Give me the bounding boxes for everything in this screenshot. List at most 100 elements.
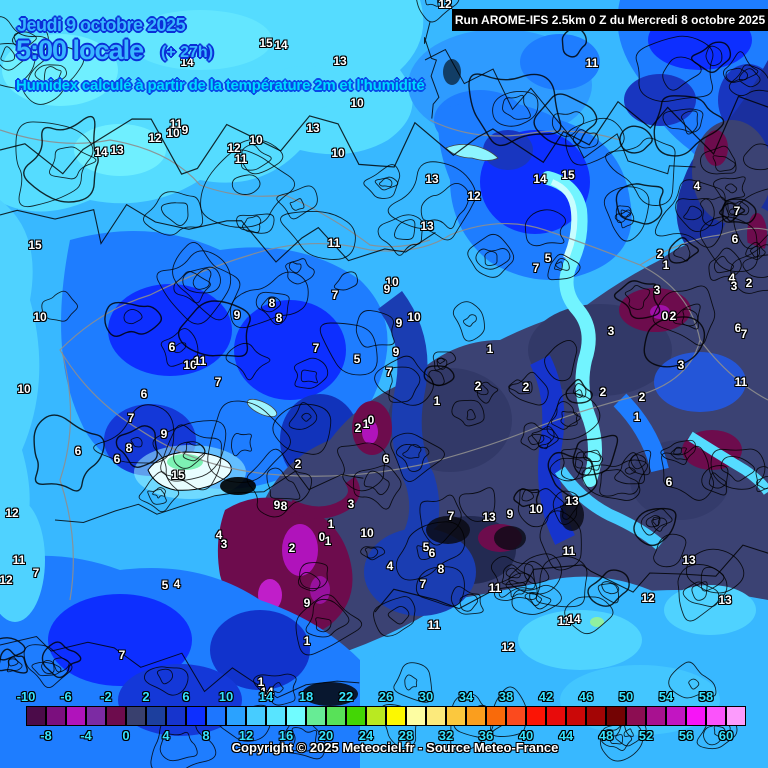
scale-swatch	[206, 706, 226, 726]
scale-tick-label: 40	[518, 728, 534, 743]
map-value-label: 8	[280, 499, 288, 513]
map-value-label: 6	[113, 452, 121, 466]
map-value-label: 13	[682, 553, 696, 567]
scale-swatch	[166, 706, 186, 726]
map-value-label: 9	[383, 282, 391, 296]
scale-swatch	[486, 706, 506, 726]
map-value-label: 1	[633, 410, 641, 424]
map-value-label: 13	[718, 593, 732, 607]
scale-tick-label: 50	[618, 689, 634, 704]
map-value-label: 6	[74, 444, 82, 458]
map-value-label: 10	[33, 310, 47, 324]
scale-swatch	[646, 706, 666, 726]
map-value-label: 11	[427, 618, 441, 632]
scale-swatch	[466, 706, 486, 726]
map-value-label: 12	[501, 640, 515, 654]
scale-swatch	[506, 706, 526, 726]
map-value-label: 7	[419, 577, 427, 591]
scale-swatch	[346, 706, 366, 726]
map-value-label: 13	[306, 121, 320, 135]
scale-swatch	[46, 706, 66, 726]
scale-swatch	[286, 706, 306, 726]
map-value-label: 13	[425, 172, 439, 186]
scale-tick-label: 56	[678, 728, 694, 743]
map-value-label: 7	[214, 375, 222, 389]
map-value-label: 15	[28, 238, 42, 252]
scale-swatch	[226, 706, 246, 726]
map-value-label: 7	[733, 204, 741, 218]
map-value-label: 15	[561, 168, 575, 182]
copyright-line: Copyright © 2025 Meteociel.fr - Source M…	[231, 740, 559, 755]
scale-tick-label: 28	[398, 728, 414, 743]
map-value-label: 12	[5, 506, 19, 520]
scale-swatch	[386, 706, 406, 726]
map-value-label: 11	[488, 581, 502, 595]
map-value-label: 2	[656, 247, 664, 261]
model-run-banner: Run AROME-IFS 2.5km 0 Z du Mercredi 8 oc…	[452, 9, 768, 31]
scale-tick-label: 52	[638, 728, 654, 743]
map-value-label: 2	[745, 276, 753, 290]
scale-swatch	[126, 706, 146, 726]
map-value-label: 2	[522, 380, 530, 394]
map-value-label: 7	[740, 327, 748, 341]
map-value-label: 1	[303, 634, 311, 648]
map-value-label: 11	[585, 56, 599, 70]
scale-swatch	[406, 706, 426, 726]
map-value-label: 9	[181, 123, 189, 137]
map-value-label: 9	[506, 507, 514, 521]
scale-swatch	[726, 706, 746, 726]
map-value-label: 11	[562, 544, 576, 558]
scale-tick-label: 2	[142, 689, 150, 704]
map-value-label: 9	[303, 596, 311, 610]
map-value-label: 7	[312, 341, 320, 355]
map-value-label: 8	[125, 441, 133, 455]
map-value-label: 14	[260, 685, 274, 699]
scale-swatch	[266, 706, 286, 726]
scale-tick-label: 14	[258, 689, 274, 704]
scale-tick-label: 4	[162, 728, 170, 743]
scale-swatch	[526, 706, 546, 726]
map-value-label: 1	[324, 534, 332, 548]
map-value-label: 14	[274, 38, 288, 52]
scale-tick-label: 60	[718, 728, 734, 743]
scale-tick-label: 16	[278, 728, 294, 743]
scale-swatch	[686, 706, 706, 726]
map-value-label: 13	[565, 494, 579, 508]
map-value-label: 10	[350, 96, 364, 110]
scale-swatch	[26, 706, 46, 726]
date-title: Jeudi 9 octobre 2025	[17, 15, 186, 35]
scale-tick-label: 18	[298, 689, 314, 704]
map-value-label: 11	[327, 236, 341, 250]
map-value-label: 8	[268, 296, 276, 310]
scale-tick-label: 26	[378, 689, 394, 704]
map-value-label: 10	[249, 133, 263, 147]
map-value-label: 15	[259, 36, 273, 50]
map-value-label: 11	[234, 152, 248, 166]
map-value-label: 5	[161, 578, 169, 592]
map-value-label: 10	[529, 502, 543, 516]
map-value-label: 9	[233, 308, 241, 322]
map-value-label: 5	[353, 352, 361, 366]
map-value-label: 6	[428, 546, 436, 560]
map-value-label: 1	[486, 342, 494, 356]
map-value-label: 3	[607, 324, 615, 338]
map-value-label: 0	[318, 530, 326, 544]
map-value-label: 14	[94, 145, 108, 159]
map-value-label: 1	[662, 258, 670, 272]
scale-tick-label: -10	[16, 689, 36, 704]
map-value-label: 0	[367, 413, 375, 427]
map-value-label: 8	[275, 311, 283, 325]
map-value-label: 4	[693, 179, 701, 193]
map-value-label: 2	[288, 541, 296, 555]
map-value-label: 14	[180, 55, 194, 69]
map-value-label: 10	[360, 526, 374, 540]
map-value-label: 12	[148, 131, 162, 145]
map-value-label: 9	[160, 427, 168, 441]
map-value-label: 6	[168, 340, 176, 354]
scale-tick-label: -8	[40, 728, 52, 743]
map-value-label: 13	[333, 54, 347, 68]
scale-tick-label: 42	[538, 689, 554, 704]
